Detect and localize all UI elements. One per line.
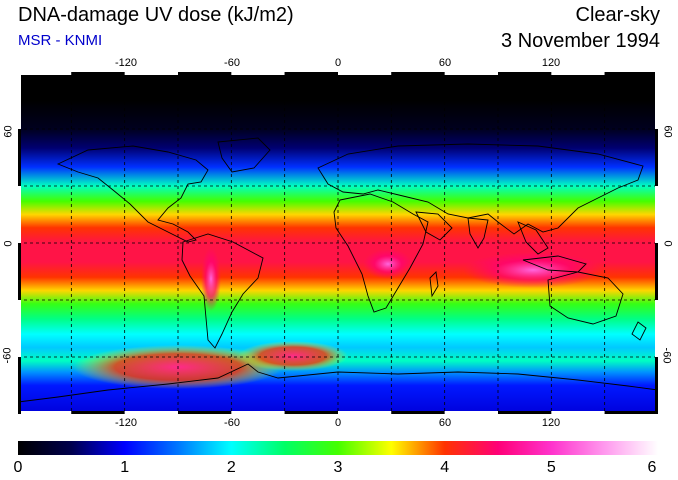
lon-tick-bottom: 120: [541, 417, 561, 429]
uv-dose-map: [18, 72, 658, 414]
lon-tick-top: -60: [224, 57, 240, 69]
arabia: [415, 211, 453, 241]
frame-segment: [551, 72, 605, 75]
frame-segment: [444, 411, 498, 414]
coastlines: [18, 137, 658, 414]
frame-segment: [284, 72, 338, 75]
colorbar-label: 3: [333, 459, 343, 476]
india: [467, 217, 489, 249]
frame-segment: [18, 129, 21, 186]
frame-segment: [604, 72, 658, 75]
frame-segment: [655, 129, 658, 186]
graticule: [18, 72, 658, 414]
lon-tick-top: 0: [334, 57, 342, 69]
frame-segment: [18, 186, 21, 243]
colorbar-scale: [18, 441, 658, 455]
frame-segment: [71, 72, 125, 75]
frame-segment: [231, 72, 285, 75]
indonesia: [522, 255, 587, 273]
madagascar: [429, 271, 439, 298]
frame-segment: [18, 357, 21, 414]
europe-asia: [317, 143, 644, 235]
colorbar-label: 2: [226, 459, 236, 476]
frame-segment: [18, 411, 72, 414]
lat-tick-right: -60: [660, 347, 673, 364]
lat-tick-left: 60: [2, 125, 15, 138]
lat-tick-right: 0: [661, 240, 674, 247]
southeast-asia: [517, 221, 549, 255]
frame-segment: [338, 72, 392, 75]
frame-segment: [71, 411, 125, 414]
frame-segment: [178, 411, 232, 414]
frame-segment: [498, 72, 552, 75]
frame-segment: [655, 357, 658, 414]
frame-segment: [551, 411, 605, 414]
colorbar-label: 0: [13, 459, 23, 476]
lon-tick-top: 60: [438, 57, 452, 69]
lon-tick-bottom: -60: [224, 417, 240, 429]
new-zealand: [631, 321, 647, 341]
frame-segment: [391, 72, 445, 75]
frame-segment: [444, 72, 498, 75]
frame-segment: [18, 72, 72, 75]
source-label: MSR - KNMI: [18, 32, 103, 49]
lon-tick-bottom: 60: [438, 417, 452, 429]
frame-segment: [655, 186, 658, 243]
map-title: DNA-damage UV dose (kJ/m2): [18, 4, 294, 26]
pacific-peak: [463, 252, 603, 288]
lat-tick-left: -60: [1, 347, 14, 364]
frame-segment: [655, 72, 658, 129]
frame-segment: [391, 411, 445, 414]
frame-segment: [18, 72, 21, 129]
frame-segment: [338, 411, 392, 414]
frame-segment: [231, 411, 285, 414]
africa: [333, 193, 429, 313]
lon-tick-bottom: 0: [334, 417, 342, 429]
north-america: [56, 145, 209, 243]
condition-label: Clear-sky: [575, 4, 660, 26]
colorbar: [18, 441, 658, 455]
lon-tick-bottom: -120: [114, 417, 138, 429]
colorbar-label: 4: [440, 459, 450, 476]
frame-segment: [498, 411, 552, 414]
frame-segment: [178, 72, 232, 75]
colorbar-label: 6: [647, 459, 657, 476]
lon-tick-top: -120: [114, 57, 138, 69]
colorbar-label: 5: [546, 459, 556, 476]
africa-peak: [363, 249, 413, 279]
frame-segment: [18, 300, 21, 357]
frame-segment: [655, 300, 658, 357]
date-label: 3 November 1994: [501, 30, 660, 52]
frame-segment: [655, 243, 658, 300]
lat-tick-left: 0: [2, 240, 15, 247]
lat-tick-right: 60: [661, 125, 674, 138]
frame-segment: [124, 411, 178, 414]
antarctica: [18, 363, 658, 414]
frame-segment: [284, 411, 338, 414]
south-america: [181, 233, 264, 349]
australia: [547, 271, 624, 325]
greenland: [217, 137, 271, 173]
antarctic-peak-east: [238, 341, 348, 371]
frame-segment: [124, 72, 178, 75]
frame-segment: [18, 243, 21, 300]
colorbar-label: 1: [120, 459, 130, 476]
andes-peak: [201, 247, 221, 311]
lon-tick-top: 120: [541, 57, 561, 69]
frame-segment: [604, 411, 658, 414]
